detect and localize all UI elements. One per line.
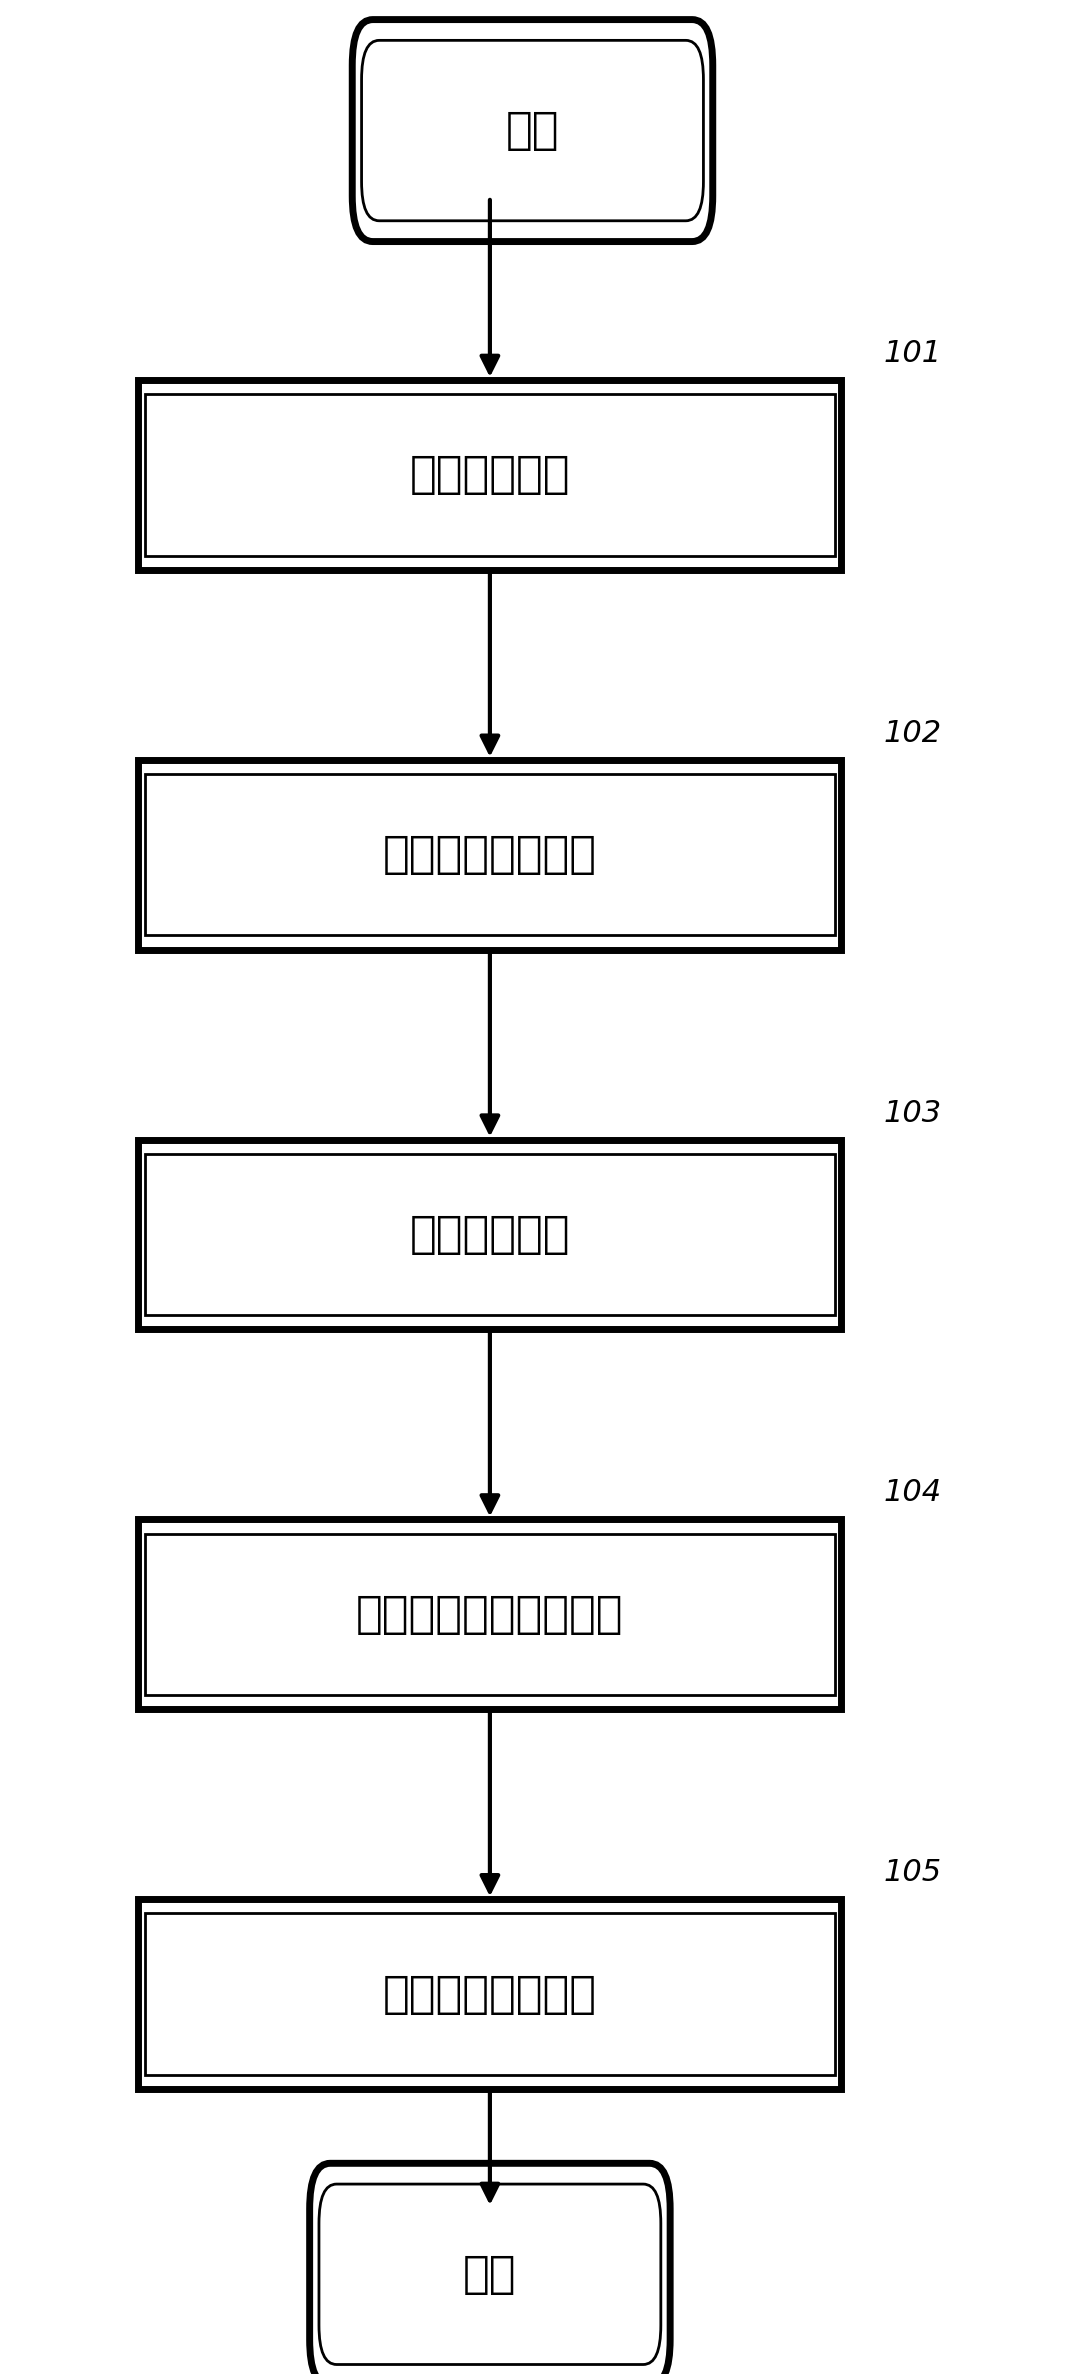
Bar — [138, 380, 841, 570]
FancyBboxPatch shape — [353, 19, 712, 242]
Bar — [138, 1140, 841, 1329]
Text: 计算基本结构张量: 计算基本结构张量 — [383, 833, 596, 876]
FancyBboxPatch shape — [320, 2184, 660, 2365]
Bar — [145, 774, 835, 935]
Text: 计算图像梯度: 计算图像梯度 — [410, 453, 570, 496]
Text: 101: 101 — [884, 339, 943, 368]
Bar — [138, 1899, 841, 2089]
Bar — [138, 760, 841, 950]
Text: 找出结构张量的本征值: 找出结构张量的本征值 — [356, 1593, 624, 1636]
Text: 结束: 结束 — [463, 2253, 517, 2296]
Bar — [145, 1534, 835, 1695]
Text: 102: 102 — [884, 719, 943, 748]
Bar — [138, 1519, 841, 1709]
Bar — [145, 394, 835, 556]
FancyBboxPatch shape — [361, 40, 703, 221]
Text: 105: 105 — [884, 1859, 943, 1887]
FancyBboxPatch shape — [310, 2163, 670, 2374]
Text: 103: 103 — [884, 1099, 943, 1128]
Bar — [145, 1154, 835, 1315]
Text: 计算结构张量: 计算结构张量 — [410, 1213, 570, 1256]
Text: 开始: 开始 — [506, 109, 559, 152]
Text: 104: 104 — [884, 1479, 943, 1507]
Bar — [145, 1913, 835, 2075]
Text: 计算各向同性量度: 计算各向同性量度 — [383, 1973, 596, 2016]
